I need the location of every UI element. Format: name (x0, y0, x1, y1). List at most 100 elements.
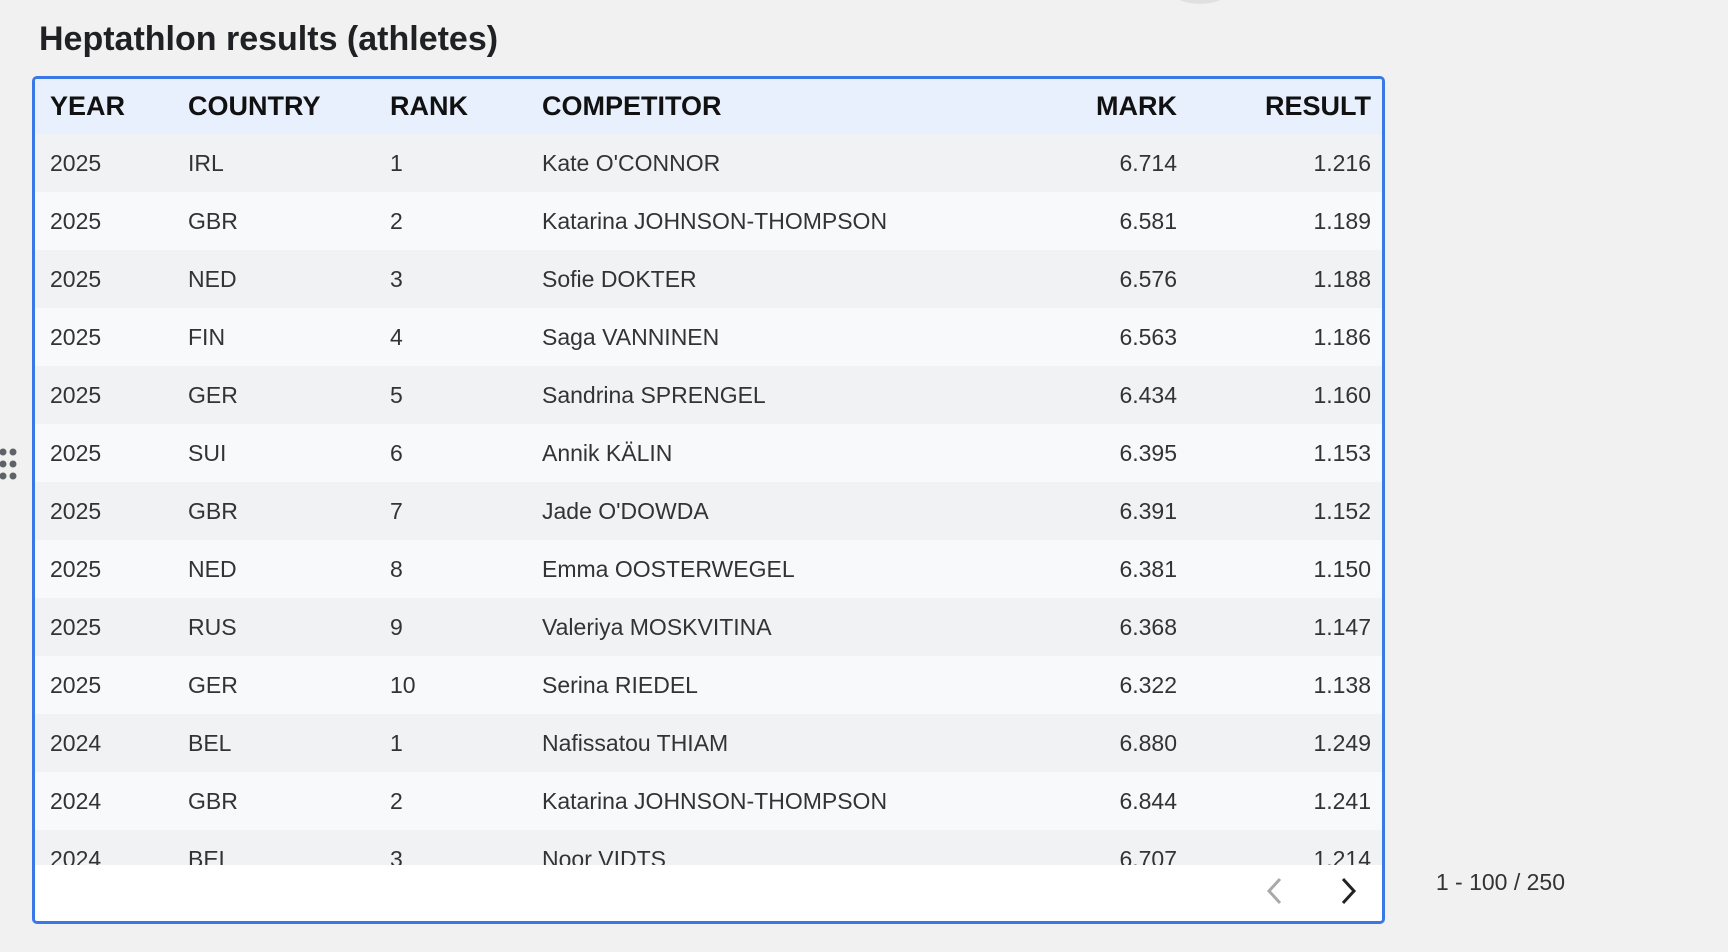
table-cell: 6.381 (1119, 556, 1177, 582)
table-cell: Nafissatou THIAM (542, 730, 729, 756)
table-cell: 1.147 (1313, 614, 1371, 640)
table-cell: 1.153 (1313, 440, 1371, 466)
table-cell: 6 (390, 440, 403, 466)
table-cell: 9 (390, 614, 403, 640)
table-cell: 5 (390, 382, 403, 408)
table-cell: Kate O'CONNOR (542, 150, 721, 176)
table-header: YEAR COUNTRY RANK COMPETITOR MARK RESULT (35, 79, 1382, 134)
table-cell: Jade O'DOWDA (542, 498, 709, 524)
table-cell: 2025 (50, 672, 102, 698)
table-title: Heptathlon results (athletes) (39, 20, 499, 58)
table-cell: 2024 (50, 730, 102, 756)
table-row: 2024 GBR 2 Katarina JOHNSON-THOMPSON 6.844 1.… (35, 772, 1382, 830)
table-cell: 7 (390, 498, 403, 524)
table-cell: Annik KÄLIN (542, 440, 673, 466)
table-cell: 1.249 (1313, 730, 1371, 756)
table-cell: SUI (188, 440, 227, 466)
next-page[interactable] (1333, 871, 1363, 911)
table-cell: 1.152 (1313, 498, 1371, 524)
table-cell: 2025 (50, 382, 102, 408)
table-cell: BEL (188, 730, 232, 756)
table-cell: 6.563 (1119, 324, 1177, 350)
table-cell: NED (188, 266, 237, 292)
table-cell: 8 (390, 556, 403, 582)
table-cell: 2024 (50, 788, 102, 814)
table-cell: Valeriya MOSKVITINA (542, 614, 772, 640)
table-cell: 6.322 (1119, 672, 1177, 698)
table-row: 2024 BEL 3 Noor VIDTS 6.707 1.214 (35, 830, 1382, 865)
table-cell: 2025 (50, 498, 102, 524)
table-cell: GBR (188, 208, 238, 234)
column-header: RANK (390, 91, 468, 121)
table-cell: 2025 (50, 324, 102, 350)
table-cell: 6.844 (1119, 788, 1177, 814)
table-cell: GBR (188, 498, 238, 524)
table-cell: GER (188, 672, 238, 698)
table-row: 2025 GBR 2 Katarina JOHNSON-THOMPSON 6.581 1.… (35, 192, 1382, 250)
table-row: 2025 GER 5 Sandrina SPRENGEL 6.434 1.160 (35, 366, 1382, 424)
table-row: 2025 GBR 7 Jade O'DOWDA 6.391 1.152 (35, 482, 1382, 540)
table-cell: 1.138 (1313, 672, 1371, 698)
table-row: 2025 RUS 9 Valeriya MOSKVITINA 6.368 1.147 (35, 598, 1382, 656)
table-cell: 1 (390, 730, 403, 756)
table-cell: 6.714 (1119, 150, 1177, 176)
table-cell: Sandrina SPRENGEL (542, 382, 766, 408)
table-row: 2025 FIN 4 Saga VANNINEN 6.563 1.186 (35, 308, 1382, 366)
column-header: MARK (1096, 91, 1177, 121)
table-cell: 1.160 (1313, 382, 1371, 408)
table-row: 2025 GER 10 Serina RIEDEL 6.322 1.138 (35, 656, 1382, 714)
table-cell: 1.150 (1313, 556, 1371, 582)
table-cell: Sofie DOKTER (542, 266, 697, 292)
table-cell: 1.216 (1313, 150, 1371, 176)
table-cell: 6.391 (1119, 498, 1177, 524)
table-cell: 2 (390, 788, 403, 814)
table-cell: 4 (390, 324, 403, 350)
table-cell: 6.434 (1119, 382, 1177, 408)
table-cell: 1.241 (1313, 788, 1371, 814)
table-cell: 1.188 (1313, 266, 1371, 292)
table-cell: 6.880 (1119, 730, 1177, 756)
table-cell: 3 (390, 846, 403, 865)
table-cell: 1 (390, 150, 403, 176)
table-cell: 6.395 (1119, 440, 1177, 466)
table-cell: Emma OOSTERWEGEL (542, 556, 795, 582)
table-cell: Saga VANNINEN (542, 324, 720, 350)
table-body: 2025 IRL 1 Kate O'CONNOR 6.714 1.216 2025 GBR 2 K… (35, 134, 1382, 865)
table-cell: 2025 (50, 208, 102, 234)
table-cell: 2025 (50, 556, 102, 582)
table-cell: 10 (390, 672, 416, 698)
table-cell: 1.189 (1313, 208, 1371, 234)
table-cell: FIN (188, 324, 226, 350)
table-cell: 6.368 (1119, 614, 1177, 640)
table-cell: 1.214 (1313, 846, 1371, 865)
table-row: 2024 BEL 1 Nafissatou THIAM 6.880 1.249 (35, 714, 1382, 772)
pagination-label: 1 - 100 / 250 (1435, 869, 1565, 895)
column-header: COMPETITOR (542, 91, 722, 121)
column-header: RESULT (1265, 91, 1371, 121)
table-cell: 6.707 (1119, 846, 1177, 865)
column-header: COUNTRY (188, 91, 321, 121)
prev-page[interactable] (1260, 871, 1290, 911)
table-row: 2025 SUI 6 Annik KÄLIN 6.395 1.153 (35, 424, 1382, 482)
shadow-blob (1179, 0, 1221, 4)
table-cell: GBR (188, 788, 238, 814)
drag-handle[interactable] (0, 448, 18, 482)
table-row: 2025 NED 3 Sofie DOKTER 6.576 1.188 (35, 250, 1382, 308)
table-cell: Noor VIDTS (542, 846, 666, 865)
table-cell: IRL (188, 150, 224, 176)
table-cell: GER (188, 382, 238, 408)
table-cell: 6.581 (1119, 208, 1177, 234)
table-cell: 1.186 (1313, 324, 1371, 350)
table-cell: 2025 (50, 614, 102, 640)
table-cell: Serina RIEDEL (542, 672, 698, 698)
table-cell: 6.576 (1119, 266, 1177, 292)
table-cell: 2 (390, 208, 403, 234)
table-cell: 2024 (50, 846, 102, 865)
table-cell: RUS (188, 614, 237, 640)
table-cell: 2025 (50, 266, 102, 292)
table-cell: BEL (188, 846, 232, 865)
table-cell: NED (188, 556, 237, 582)
column-header: YEAR (50, 91, 126, 121)
table-panel: YEAR COUNTRY RANK COMPETITOR MARK RESULT 2025… (32, 76, 1385, 924)
